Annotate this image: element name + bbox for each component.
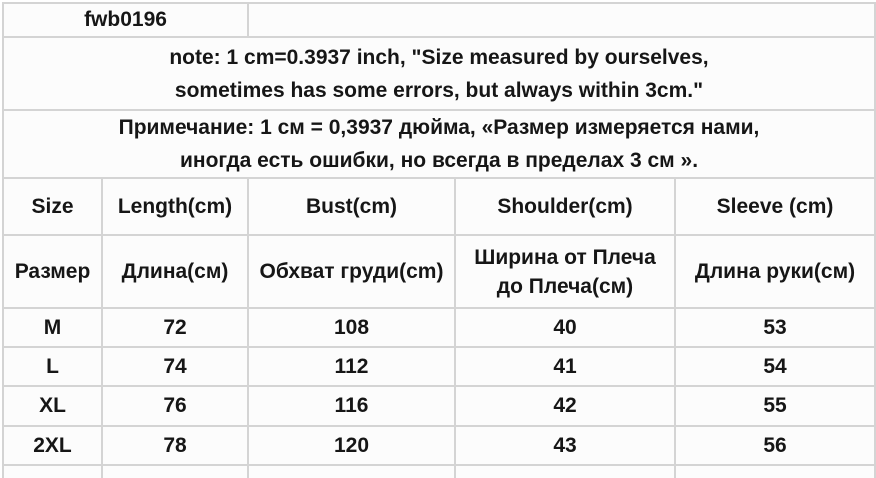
header-shoulder-ru-line2: до Плеча(см) bbox=[496, 274, 634, 298]
header-shoulder-ru-line1: Ширина от Плеча bbox=[474, 245, 656, 269]
note-russian-line2: иногда есть ошибки, но всегда в пределах… bbox=[179, 149, 699, 172]
cell-size-xl: XL bbox=[4, 387, 101, 425]
cell-length-xl: 76 bbox=[103, 387, 247, 425]
size-chart-grid: fwb0196 note: 1 cm=0.3937 inch, "Size me… bbox=[4, 4, 874, 478]
note-english: note: 1 cm=0.3937 inch, "Size measured b… bbox=[4, 38, 874, 109]
partial-row-cell bbox=[676, 466, 874, 478]
cell-bust-xl: 116 bbox=[249, 387, 454, 425]
cell-sleeve-2xl: 56 bbox=[676, 427, 874, 464]
partial-row-cell bbox=[103, 466, 247, 478]
cell-size-l: L bbox=[4, 348, 101, 385]
header-sleeve-ru: Длина руки(см) bbox=[676, 236, 874, 307]
header-size-ru: Размер bbox=[4, 236, 101, 307]
header-bust-en: Bust(cm) bbox=[249, 179, 454, 234]
cell-bust-l: 112 bbox=[249, 348, 454, 385]
partial-row-cell bbox=[456, 466, 674, 478]
header-size-en: Size bbox=[4, 179, 101, 234]
header-shoulder-ru: Ширина от Плеча до Плеча(см) bbox=[456, 236, 674, 307]
cell-length-m: 72 bbox=[103, 309, 247, 346]
cell-size-2xl: 2XL bbox=[4, 427, 101, 464]
partial-row-cell bbox=[4, 466, 101, 478]
model-code: fwb0196 bbox=[84, 8, 167, 31]
note-russian-line1: Примечание: 1 см = 0,3937 дюйма, «Размер… bbox=[118, 116, 760, 139]
header-shoulder-en: Shoulder(cm) bbox=[456, 179, 674, 234]
cell-length-2xl: 78 bbox=[103, 427, 247, 464]
cell-sleeve-l: 54 bbox=[676, 348, 874, 385]
cell-shoulder-m: 40 bbox=[456, 309, 674, 346]
header-length-en: Length(cm) bbox=[103, 179, 247, 234]
cell-sleeve-m: 53 bbox=[676, 309, 874, 346]
cell-shoulder-xl: 42 bbox=[456, 387, 674, 425]
header-bust-ru: Обхват груди(cm) bbox=[249, 236, 454, 307]
header-sleeve-en: Sleeve (cm) bbox=[676, 179, 874, 234]
cell-sleeve-xl: 55 bbox=[676, 387, 874, 425]
note-english-line1: note: 1 cm=0.3937 inch, "Size measured b… bbox=[169, 45, 709, 69]
model-code-cell: fwb0196 bbox=[4, 4, 247, 36]
cell-size-m: M bbox=[4, 309, 101, 346]
cell-shoulder-l: 41 bbox=[456, 348, 674, 385]
cell-bust-m: 108 bbox=[249, 309, 454, 346]
partial-row-cell bbox=[249, 466, 454, 478]
cell-bust-2xl: 120 bbox=[249, 427, 454, 464]
cell-length-l: 74 bbox=[103, 348, 247, 385]
empty-cell bbox=[249, 4, 874, 36]
cell-shoulder-2xl: 43 bbox=[456, 427, 674, 464]
header-length-ru: Длина(см) bbox=[103, 236, 247, 307]
note-russian: Примечание: 1 см = 0,3937 дюйма, «Размер… bbox=[4, 111, 874, 177]
note-english-line2: sometimes has some errors, but always wi… bbox=[174, 78, 704, 102]
